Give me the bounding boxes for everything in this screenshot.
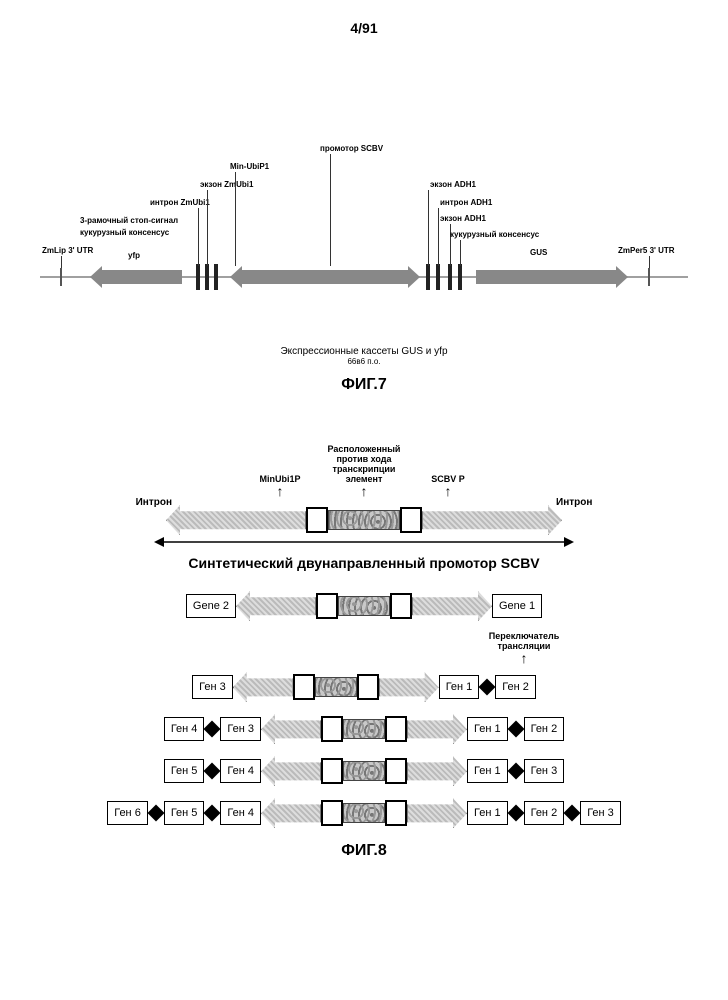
gene-box: Ген 3 [220, 717, 261, 741]
gene-box: Ген 6 [107, 801, 148, 825]
fig7-title: ФИГ.7 [30, 376, 698, 394]
lbl-zmper5: ZmPer5 3' UTR [618, 246, 675, 255]
translation-switch-icon [204, 763, 221, 780]
page-number: 4/91 [30, 20, 698, 36]
gene-box: Ген 4 [220, 759, 261, 783]
translation-switch-icon [507, 805, 524, 822]
multi-gene-row: Ген 3 Ген 1 Ген 2 [30, 668, 698, 706]
translation-switch-icon [564, 805, 581, 822]
gene-box: Ген 1 [439, 675, 480, 699]
lbl-min-ubip1: Min‑UbiP1 [230, 162, 269, 171]
gene-box: Ген 1 [467, 759, 508, 783]
lbl-exon-adh1b: экзон ADH1 [440, 214, 486, 223]
lbl-intron-zmubi: интрон ZmUbi1 [150, 198, 210, 207]
gene-box: Ген 2 [495, 675, 536, 699]
gene-row-pair: Gene 2 Gene 1 [30, 587, 698, 625]
gene-box: Ген 5 [164, 801, 205, 825]
lbl-consensus-l: кукурузный консенсус [80, 228, 169, 237]
lbl-upstream: Расположенный против хода транскрипции э… [328, 444, 401, 484]
fig7-sub: 66в6 п.о. [30, 357, 698, 366]
translation-switch-icon [479, 679, 496, 696]
lbl-stop: 3‑рамочный стоп‑сигнал [80, 216, 178, 225]
lbl-scbv-prom: промотор SCBV [320, 144, 383, 153]
figure-7-diagram: ZmLip 3' UTR 3‑рамочный стоп‑сигнал куку… [30, 96, 698, 336]
translation-switch-icon [204, 805, 221, 822]
multi-gene-row: Ген 6 Ген 5 Ген 4 Ген 1 Ген 2 Ген 3 [30, 794, 698, 832]
translation-switch-icon [147, 805, 164, 822]
lbl-exon-zmubi: экзон ZmUbi1 [200, 180, 253, 189]
lbl-zmlip: ZmLip 3' UTR [42, 246, 93, 255]
fig8-headline: Синтетический двунаправленный промотор S… [30, 555, 698, 571]
gene-box: Ген 4 [164, 717, 205, 741]
fig7-caption: Экспрессионные кассеты GUS и yfp [30, 346, 698, 357]
promoter-row-main: Интрон Интрон [30, 501, 698, 539]
figure-8-diagram: MinUbi1P ↑ Расположенный против хода тра… [30, 444, 698, 860]
gene-box: Ген 3 [524, 759, 565, 783]
gene-box: Ген 3 [580, 801, 621, 825]
gene-box: Ген 4 [220, 801, 261, 825]
multi-gene-row: Ген 4 Ген 3 Ген 1 Ген 2 [30, 710, 698, 748]
lbl-yfp: yfp [128, 251, 140, 260]
gene-box: Ген 2 [524, 801, 565, 825]
lbl-exon-adh1: экзон ADH1 [430, 180, 476, 189]
gene-box: Ген 5 [164, 759, 205, 783]
translation-switch-icon [507, 763, 524, 780]
multi-gene-row: Ген 5 Ген 4 Ген 1 Ген 3 [30, 752, 698, 790]
gene-box: Ген 1 [467, 801, 508, 825]
lbl-switch: Переключатель трансляции [489, 631, 560, 651]
translation-switch-icon [204, 721, 221, 738]
lbl-consensus-r: кукурузный консенсус [450, 230, 539, 239]
gene-box: Ген 1 [467, 717, 508, 741]
lbl-intron-adh1: интрон ADH1 [440, 198, 492, 207]
translation-switch-icon [507, 721, 524, 738]
gene-box: Ген 2 [524, 717, 565, 741]
gene-box: Ген 3 [192, 675, 233, 699]
fig8-title: ФИГ.8 [30, 842, 698, 860]
lbl-gus: GUS [530, 248, 547, 257]
